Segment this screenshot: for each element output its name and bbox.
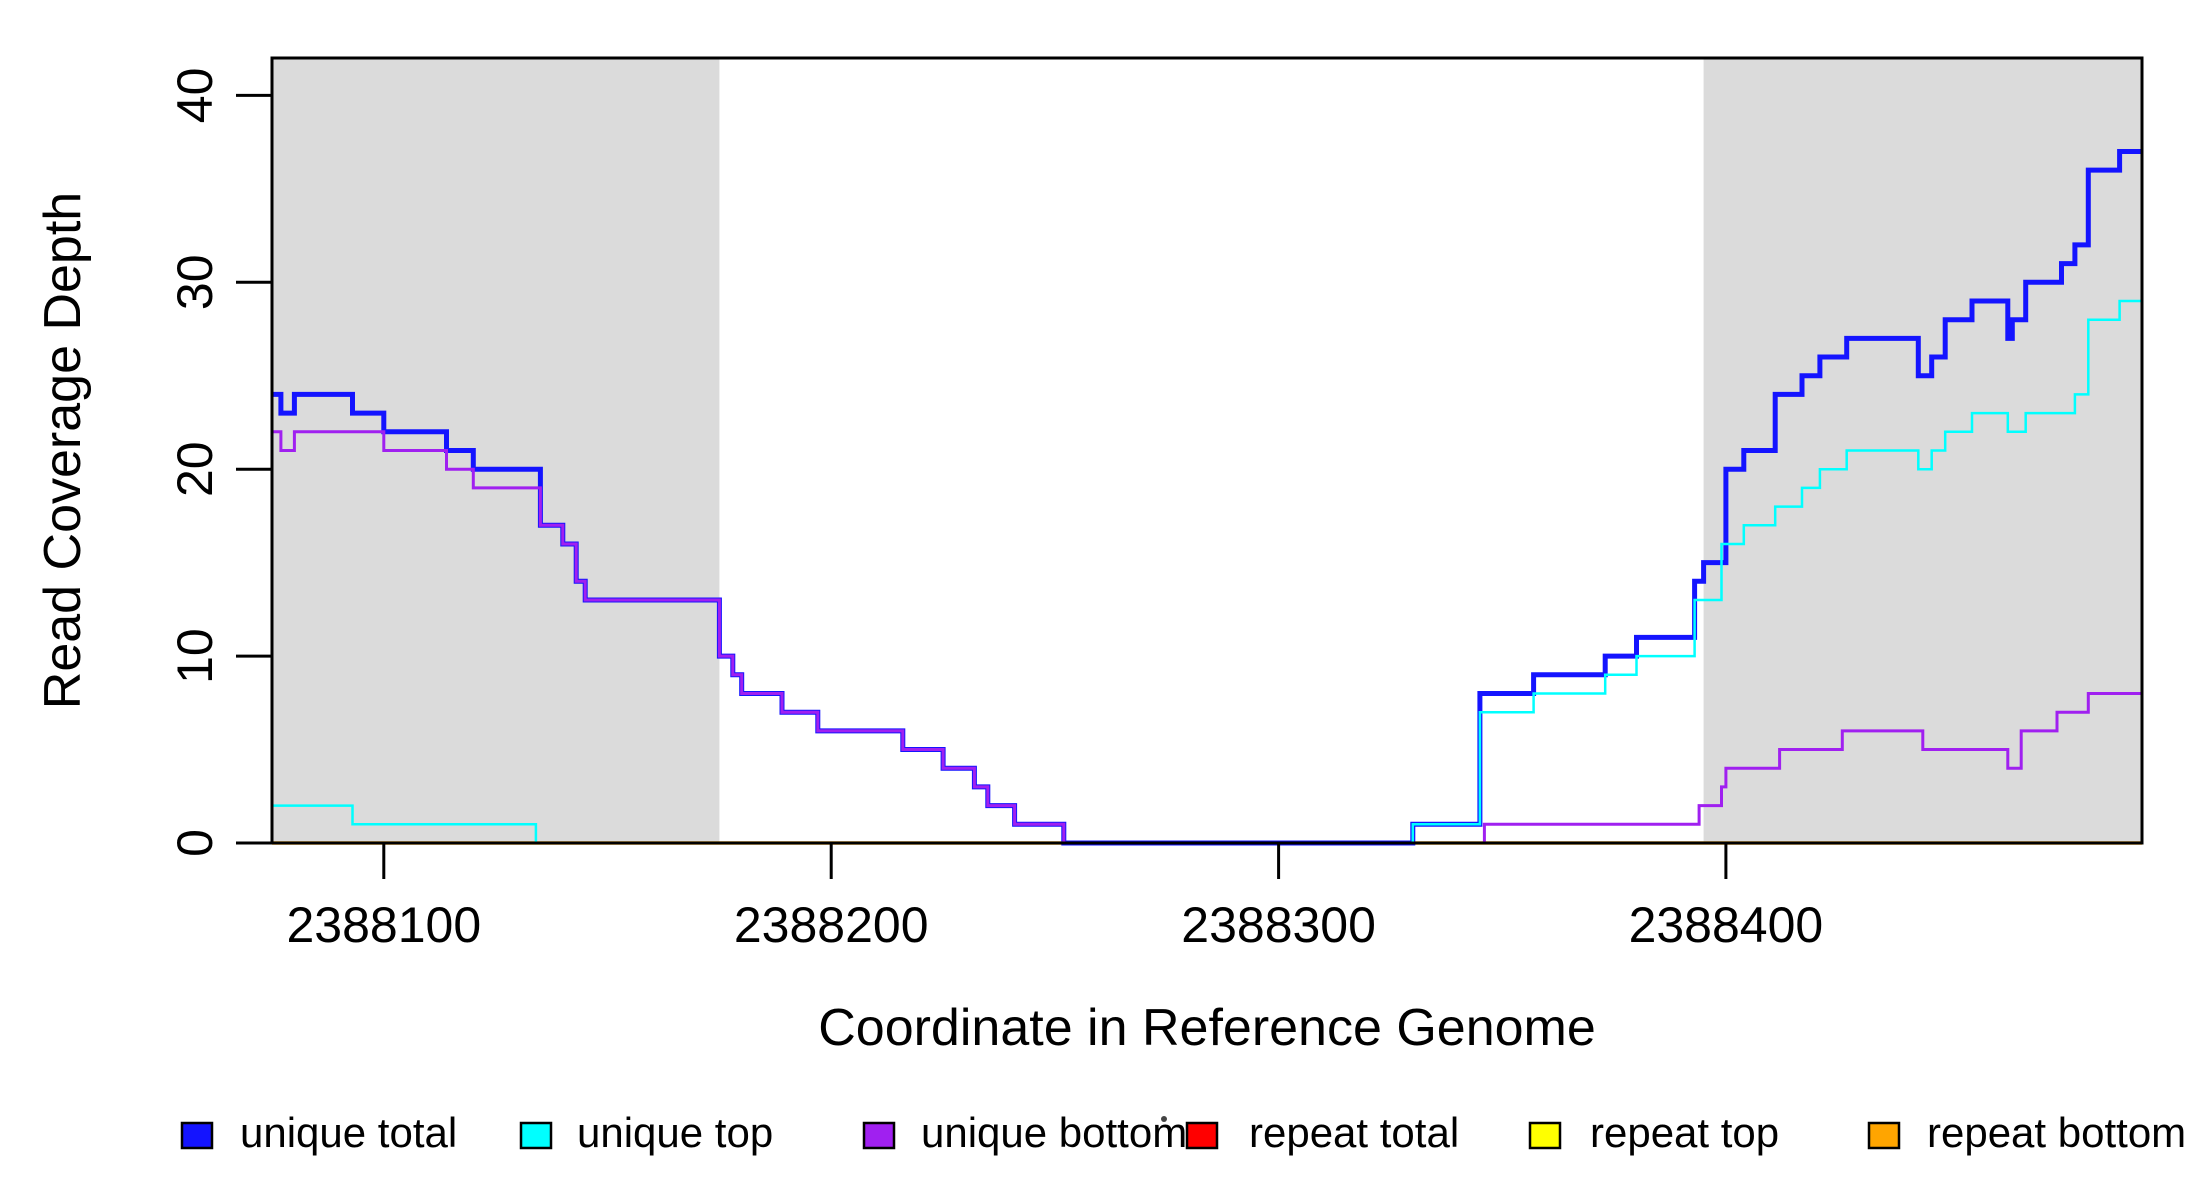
- series-line-unique-top: [272, 299, 2142, 845]
- legend-stray-dot: [1161, 1116, 1167, 1122]
- legend-label-unique-total: unique total: [240, 1109, 457, 1156]
- legend-swatch-unique-total: [180, 1121, 214, 1150]
- y-tick-label: 40: [167, 68, 223, 124]
- legend-swatch-repeat-total: [1185, 1121, 1219, 1150]
- legend-swatch-unique-bottom: [862, 1121, 896, 1150]
- legend-label-unique-top: unique top: [577, 1109, 773, 1156]
- x-tick-label: 2388300: [1181, 897, 1376, 953]
- x-tick-label: 2388400: [1629, 897, 1824, 953]
- legend-label-unique-bottom: unique bottom: [921, 1109, 1187, 1156]
- y-axis-title: Read Coverage Depth: [34, 192, 92, 709]
- x-axis-title: Coordinate in Reference Genome: [818, 999, 1596, 1057]
- y-tick-label: 10: [167, 628, 223, 684]
- legend-label-repeat-top: repeat top: [1590, 1109, 1779, 1156]
- legend-swatch-unique-top: [519, 1121, 553, 1150]
- y-tick-label: 0: [167, 829, 223, 857]
- repeat-region-shade: [272, 58, 720, 843]
- legend-swatch-repeat-top: [1528, 1121, 1562, 1150]
- legend-label-repeat-total: repeat total: [1249, 1109, 1459, 1156]
- legend-label-repeat-bottom: repeat bottom: [1927, 1109, 2186, 1156]
- plot-box: [270, 56, 2144, 845]
- y-tick-label: 30: [167, 254, 223, 310]
- x-tick-label: 2388200: [734, 897, 929, 953]
- y-tick-label: 20: [167, 441, 223, 497]
- legend-swatch-repeat-bottom: [1867, 1121, 1901, 1150]
- x-tick-label: 2388100: [286, 897, 481, 953]
- series-line-unique-bottom: [272, 430, 2142, 845]
